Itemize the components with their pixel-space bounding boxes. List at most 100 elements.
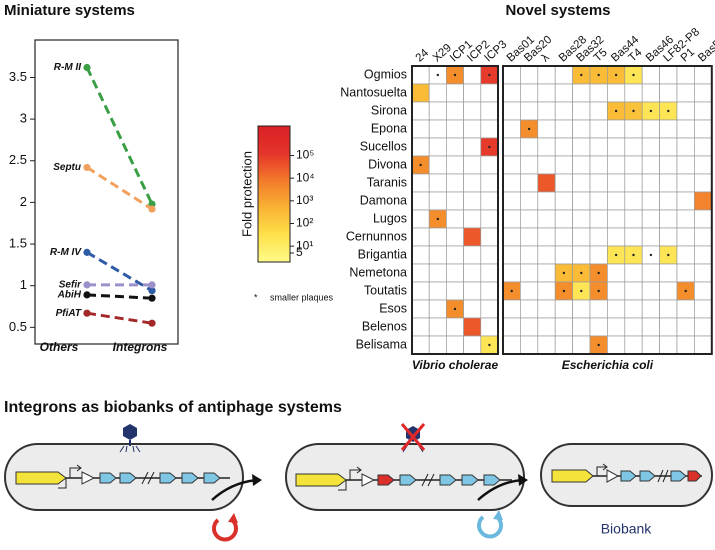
empty-cell xyxy=(624,119,643,139)
empty-cell xyxy=(554,155,573,175)
empty-cell xyxy=(502,299,521,319)
empty-cell xyxy=(502,101,521,121)
smaller-plaque-mark xyxy=(510,289,513,293)
empty-cell xyxy=(676,101,695,121)
row-label: Taranis xyxy=(367,175,407,189)
empty-cell xyxy=(641,173,660,193)
row-label: Sirona xyxy=(371,103,407,117)
empty-cell xyxy=(480,299,499,319)
point xyxy=(148,319,156,327)
empty-cell xyxy=(676,317,695,337)
empty-cell xyxy=(411,173,430,193)
empty-cell xyxy=(520,209,539,229)
smaller-plaque-mark xyxy=(436,73,439,77)
y-tick-label: 2.5 xyxy=(9,152,27,167)
empty-cell xyxy=(624,317,643,337)
empty-cell xyxy=(428,335,447,355)
empty-cell xyxy=(676,263,695,283)
empty-cell xyxy=(411,137,430,157)
point xyxy=(148,281,156,289)
smaller-plaque-mark xyxy=(580,289,583,293)
smaller-plaque-mark xyxy=(632,73,635,77)
smaller-plaque-mark xyxy=(597,289,600,293)
empty-cell xyxy=(589,173,608,193)
empty-cell xyxy=(428,263,447,283)
empty-cell xyxy=(520,191,539,211)
point xyxy=(148,200,156,208)
empty-cell xyxy=(463,209,482,229)
panel-title: Novel systems xyxy=(505,2,610,19)
row-label: Divona xyxy=(368,157,407,171)
colorbar-label: Fold protection xyxy=(239,151,254,237)
empty-cell xyxy=(520,335,539,355)
smaller-plaque-mark xyxy=(614,253,618,257)
row-label: Belenos xyxy=(362,319,407,333)
group-label: Escherichia coli xyxy=(562,358,654,372)
empty-cell xyxy=(694,137,713,157)
smaller-plaque-mark xyxy=(649,109,653,113)
empty-cell xyxy=(502,83,521,103)
empty-cell xyxy=(428,317,447,337)
empty-cell xyxy=(589,101,608,121)
empty-cell xyxy=(446,155,464,175)
empty-cell xyxy=(446,119,464,139)
empty-cell xyxy=(537,101,556,121)
empty-cell xyxy=(502,191,521,211)
note: * smaller plaques xyxy=(254,292,334,302)
empty-cell xyxy=(607,155,626,175)
empty-cell xyxy=(572,101,591,121)
empty-cell xyxy=(607,83,626,103)
group-frame xyxy=(411,65,499,355)
empty-cell xyxy=(463,173,482,193)
empty-cell xyxy=(411,335,430,355)
series-line xyxy=(86,166,153,211)
colorbar-tick-label: 10⁵ xyxy=(296,148,314,162)
y-tick-label: 2 xyxy=(20,194,27,209)
colorbar-tick-label: 10² xyxy=(296,216,313,230)
empty-cell xyxy=(428,191,447,211)
empty-cell xyxy=(537,335,556,355)
smaller-plaque-mark xyxy=(597,73,600,77)
empty-cell xyxy=(572,83,591,103)
empty-cell xyxy=(554,137,573,157)
empty-cell xyxy=(641,317,660,337)
cell xyxy=(285,443,525,511)
empty-cell xyxy=(446,191,464,211)
biobank-label: Biobank xyxy=(601,521,653,537)
series-line xyxy=(85,66,154,205)
y-tick-label: 3 xyxy=(20,111,27,126)
row-label: Damona xyxy=(360,193,407,207)
empty-cell xyxy=(572,227,591,247)
empty-cell xyxy=(463,245,482,265)
empty-cell xyxy=(480,263,499,283)
empty-cell xyxy=(463,137,482,157)
plot-frame xyxy=(34,39,179,345)
series-line xyxy=(86,311,153,325)
empty-cell xyxy=(446,281,464,301)
empty-cell xyxy=(502,137,521,157)
series-line xyxy=(86,251,153,292)
empty-cell xyxy=(659,173,678,193)
empty-cell xyxy=(502,119,521,139)
empty-cell xyxy=(659,65,678,85)
empty-cell xyxy=(572,335,591,355)
empty-cell xyxy=(589,317,608,337)
smaller-plaque-mark xyxy=(632,109,635,113)
empty-cell xyxy=(520,299,539,319)
smaller-plaque-mark xyxy=(649,253,653,257)
smaller-plaque-mark xyxy=(614,73,618,77)
empty-cell xyxy=(480,119,499,139)
empty-cell xyxy=(624,83,643,103)
empty-cell xyxy=(411,191,430,211)
x-tick-label: Integrons xyxy=(113,340,168,354)
empty-cell xyxy=(502,263,521,283)
empty-cell xyxy=(694,281,713,301)
empty-cell xyxy=(446,209,464,229)
empty-cell xyxy=(659,299,678,319)
empty-cell xyxy=(428,227,447,247)
empty-cell xyxy=(520,155,539,175)
recombinase xyxy=(477,515,503,539)
empty-cell xyxy=(480,155,499,175)
empty-cell xyxy=(676,83,695,103)
empty-cell xyxy=(694,209,713,229)
